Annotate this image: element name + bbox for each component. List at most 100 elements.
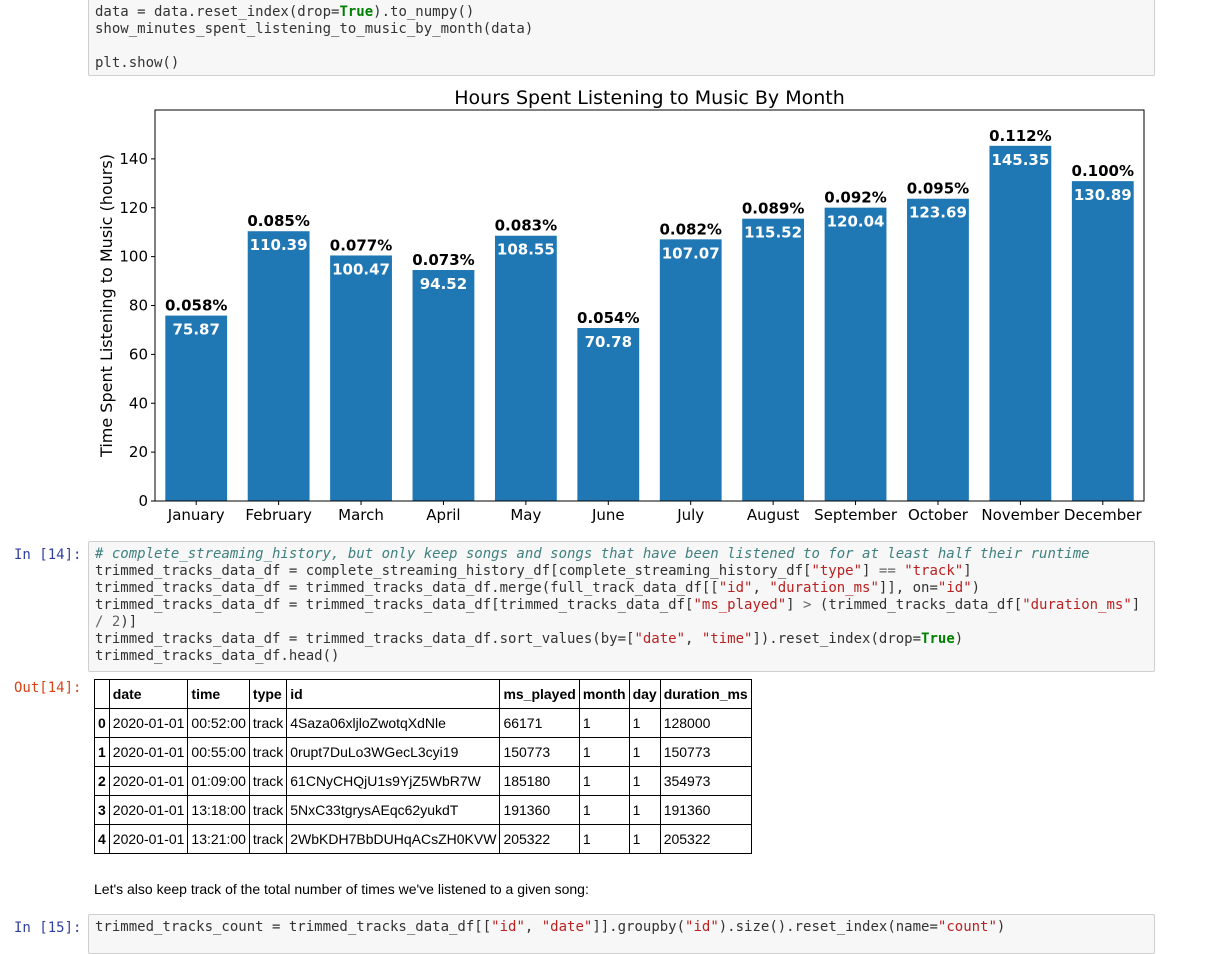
table-header-row: date time type id ms_played month day duration_… <box>94 679 752 709</box>
table-cell: 13:18:00 <box>187 795 250 825</box>
bar-february <box>247 231 310 501</box>
code-token: ) <box>971 580 981 596</box>
table-cell: 01:09:00 <box>187 766 250 796</box>
table-cell: 61CNyCHQjU1s9YjZ5WbR7W <box>286 766 501 796</box>
x-tick-label: May <box>510 506 541 524</box>
bar-percent-label: 0.112% <box>989 127 1051 145</box>
code-token: "date" <box>541 919 593 935</box>
bar-july <box>659 239 722 501</box>
code-token: "id" <box>937 580 972 596</box>
y-tick-label: 100 <box>119 248 148 266</box>
table-cell: 00:52:00 <box>187 708 250 738</box>
bar-percent-label: 0.089% <box>742 200 804 218</box>
table-cell: 13:21:00 <box>187 824 250 854</box>
bar-october <box>907 198 969 502</box>
bar-value-label: 70.78 <box>585 333 632 351</box>
code-token: ]).reset_index(drop= <box>752 631 922 647</box>
bar-value-label: 123.69 <box>909 204 967 222</box>
table-cell: 2020-01-01 <box>108 737 189 767</box>
code-cell-14[interactable]: # complete_streaming_history, but only k… <box>88 541 1155 672</box>
y-tick-label: 20 <box>129 443 148 461</box>
table-cell: 1 <box>628 824 661 854</box>
bar-percent-label: 0.100% <box>1072 162 1134 180</box>
table-cell: 00:55:00 <box>187 737 250 767</box>
table-cell: 1 <box>578 795 630 825</box>
x-tick-label: November <box>981 506 1060 524</box>
bar-march <box>330 255 392 501</box>
table-cell: track <box>248 795 288 825</box>
y-tick-label: 40 <box>129 394 148 412</box>
row-index: 0 <box>94 708 110 738</box>
code-token: (trimmed_tracks_data_df[ <box>811 597 1023 613</box>
code-line: trimmed_tracks_data_df = trimmed_tracks_… <box>95 580 1148 597</box>
code-token <box>103 614 111 630</box>
code-line: trimmed_tracks_data_df = trimmed_tracks_… <box>95 597 1148 614</box>
code-line: trimmed_tracks_data_df = trimmed_tracks_… <box>95 631 1148 648</box>
code-token: ) <box>954 631 964 647</box>
x-tick-label: July <box>676 506 704 524</box>
table-cell: 2020-01-01 <box>108 795 189 825</box>
code-cell-15[interactable]: trimmed_tracks_count = trimmed_tracks_da… <box>88 914 1155 954</box>
bar-value-label: 115.52 <box>744 224 802 242</box>
bar-value-label: 107.07 <box>662 244 720 262</box>
plot-frame <box>154 109 1145 502</box>
table-row: 3 2020-01-01 13:18:00 track 5NxC33tgrysAEqc6… <box>94 795 752 825</box>
table-cell: 185180 <box>499 766 580 796</box>
code-token: 2 <box>111 614 121 630</box>
code-cell-13[interactable]: data = data.reset_index(drop=True).to_nu… <box>88 0 1155 76</box>
table-cell: 1 <box>578 766 630 796</box>
out-prompt-14: Out[14]: <box>14 680 82 696</box>
code-line: / 2)] <box>95 614 1148 631</box>
code-line: plt.show() <box>95 55 1148 72</box>
code-line: trimmed_tracks_count = trimmed_tracks_da… <box>95 919 1148 936</box>
code-token: , <box>685 631 702 647</box>
code-token: ).size().reset_index(name= <box>718 919 938 935</box>
code-token: trimmed_tracks_data_df = trimmed_tracks_… <box>95 597 694 613</box>
table-row: 4 2020-01-01 13:21:00 track 2WbKDH7BbDUHqACs… <box>94 824 752 854</box>
y-tick-label: 140 <box>119 150 148 168</box>
code-token: "count" <box>937 919 997 935</box>
code-token: "ms_played" <box>693 597 787 613</box>
x-tick-label: March <box>338 506 384 524</box>
markdown-text: Let's also keep track of the total numbe… <box>94 881 589 897</box>
code-line: show_minutes_spent_listening_to_music_by… <box>95 21 1148 38</box>
code-token: "duration_ms" <box>769 580 879 596</box>
bar-percent-label: 0.095% <box>907 180 969 198</box>
table-cell: 2WbKDH7BbDUHqACsZH0KVW <box>286 824 501 854</box>
table-cell: 5NxC33tgrysAEqc62yukdT <box>286 795 501 825</box>
table-cell: 66171 <box>499 708 580 738</box>
code-token: True <box>339 4 374 20</box>
table-cell: 1 <box>578 824 630 854</box>
code-token: ] <box>862 563 879 579</box>
code-token: # complete_streaming_history, but only k… <box>95 546 1090 562</box>
code-token: > <box>803 597 812 613</box>
table-cell: 128000 <box>659 708 752 738</box>
y-tick-label: 120 <box>119 199 148 217</box>
column-header: date <box>108 679 189 709</box>
table-row: 0 2020-01-01 00:52:00 track 4Saza06xljloZwot… <box>94 708 752 738</box>
x-tick-label: August <box>747 506 800 524</box>
dataframe-output: date time type id ms_played month day duration_… <box>94 679 752 854</box>
code-token: "date" <box>634 631 686 647</box>
table-row: 1 2020-01-01 00:55:00 track 0rupt7DuLo3WGecL… <box>94 737 752 767</box>
table-cell: 1 <box>628 708 661 738</box>
table-cell: 2020-01-01 <box>108 708 189 738</box>
x-tick-label: June <box>591 506 625 524</box>
code-token: "id" <box>685 919 719 935</box>
code-token: trimmed_tracks_data_df.head() <box>95 648 340 664</box>
code-token: / <box>95 614 104 630</box>
in-prompt-15: In [15]: <box>14 920 82 936</box>
bar-percent-label: 0.073% <box>412 251 474 269</box>
code-token: , <box>752 580 770 596</box>
y-tick-label: 0 <box>138 492 148 510</box>
column-header: ms_played <box>499 679 580 709</box>
in-prompt-14: In [14]: <box>14 547 82 563</box>
bar-june <box>577 328 640 501</box>
table-cell: 354973 <box>659 766 752 796</box>
bar-chart: Hours Spent Listening to Music By Month T… <box>97 87 1145 524</box>
code-token: trimmed_tracks_count = trimmed_tracks_da… <box>95 919 492 935</box>
y-tick-label: 60 <box>129 345 148 363</box>
row-index: 2 <box>94 766 110 796</box>
x-tick-label: February <box>245 506 312 524</box>
table-row: 2 2020-01-01 01:09:00 track 61CNyCHQjU1s9YjZ… <box>94 766 752 796</box>
